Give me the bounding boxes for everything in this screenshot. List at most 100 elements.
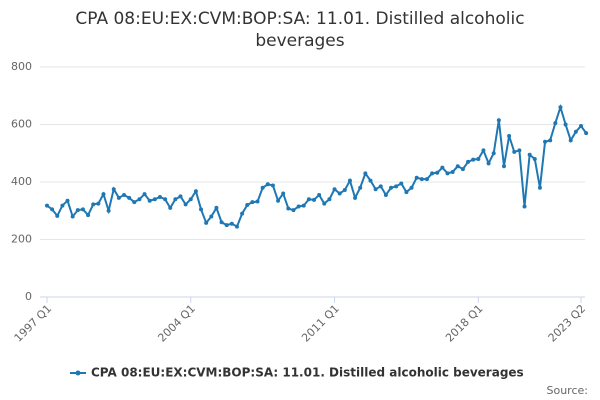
point	[234, 224, 239, 229]
point	[568, 138, 573, 143]
point	[517, 148, 522, 153]
point	[137, 197, 142, 202]
point	[55, 213, 60, 218]
point	[122, 192, 127, 197]
legend-label: CPA 08:EU:EX:CVM:BOP:SA: 11.01. Distille…	[91, 366, 524, 380]
point	[127, 195, 132, 200]
point	[152, 197, 157, 202]
point	[322, 201, 327, 206]
point	[291, 208, 296, 213]
point	[394, 184, 399, 189]
point	[476, 157, 481, 161]
point	[286, 206, 291, 211]
point	[96, 201, 101, 206]
point	[101, 192, 106, 197]
point	[337, 191, 342, 196]
point	[70, 214, 75, 219]
point	[75, 208, 80, 213]
point	[168, 205, 173, 210]
point	[399, 181, 404, 186]
point	[193, 189, 198, 194]
point	[147, 198, 152, 203]
point	[347, 178, 352, 183]
point	[471, 157, 476, 162]
point	[281, 191, 286, 196]
point	[491, 151, 496, 156]
point	[558, 105, 563, 110]
x-tick-label: 2011 Q1	[299, 302, 342, 345]
legend-marker	[75, 370, 81, 376]
point	[296, 204, 301, 209]
point	[173, 197, 178, 202]
point	[157, 194, 162, 199]
point	[548, 138, 553, 143]
point	[450, 169, 455, 174]
point	[389, 185, 394, 190]
point	[579, 123, 583, 128]
x-tick-label: 2018 Q1	[443, 302, 486, 345]
point	[368, 178, 373, 183]
point	[404, 190, 409, 195]
point	[378, 184, 383, 189]
point	[312, 197, 316, 202]
point	[65, 198, 70, 203]
point	[255, 199, 260, 204]
point	[60, 203, 65, 208]
point	[455, 164, 460, 169]
point	[86, 213, 91, 218]
point	[512, 149, 517, 154]
point	[383, 192, 388, 197]
point	[440, 165, 445, 170]
point	[250, 200, 255, 205]
y-tick-label: 400	[11, 175, 32, 188]
point	[414, 175, 419, 180]
point	[209, 214, 214, 219]
point	[573, 129, 578, 134]
chart-title: CPA 08:EU:EX:CVM:BOP:SA: 11.01. Distille…	[75, 9, 525, 51]
point	[327, 197, 332, 202]
point	[543, 139, 548, 144]
point	[353, 195, 358, 200]
point	[306, 197, 311, 202]
point	[199, 207, 204, 212]
y-tick-label: 600	[11, 118, 32, 131]
point	[45, 203, 49, 208]
point	[214, 205, 219, 210]
point	[363, 171, 368, 176]
point	[563, 122, 568, 127]
point	[132, 200, 137, 205]
point	[80, 207, 85, 212]
point	[270, 183, 275, 188]
point	[91, 202, 96, 207]
point	[106, 208, 111, 213]
point	[342, 188, 347, 193]
point	[584, 131, 589, 136]
point	[332, 187, 337, 192]
point	[460, 167, 465, 172]
x-tick-label: 2004 Q1	[155, 302, 198, 345]
point	[507, 134, 512, 138]
point	[537, 185, 542, 190]
point	[229, 221, 234, 226]
point	[178, 194, 183, 199]
point	[419, 177, 424, 182]
point	[188, 197, 193, 202]
point	[358, 185, 363, 190]
point	[435, 170, 440, 175]
point	[527, 152, 532, 157]
point	[317, 192, 322, 197]
point	[265, 182, 270, 187]
point	[553, 121, 558, 126]
y-tick-label: 0	[25, 290, 32, 303]
point	[373, 187, 378, 192]
point	[466, 159, 471, 164]
point	[245, 203, 250, 207]
point	[219, 220, 224, 225]
point	[260, 185, 265, 190]
point	[301, 203, 306, 208]
point	[430, 171, 435, 176]
point	[224, 223, 229, 228]
x-tick-label: 1997 Q1	[12, 302, 55, 345]
